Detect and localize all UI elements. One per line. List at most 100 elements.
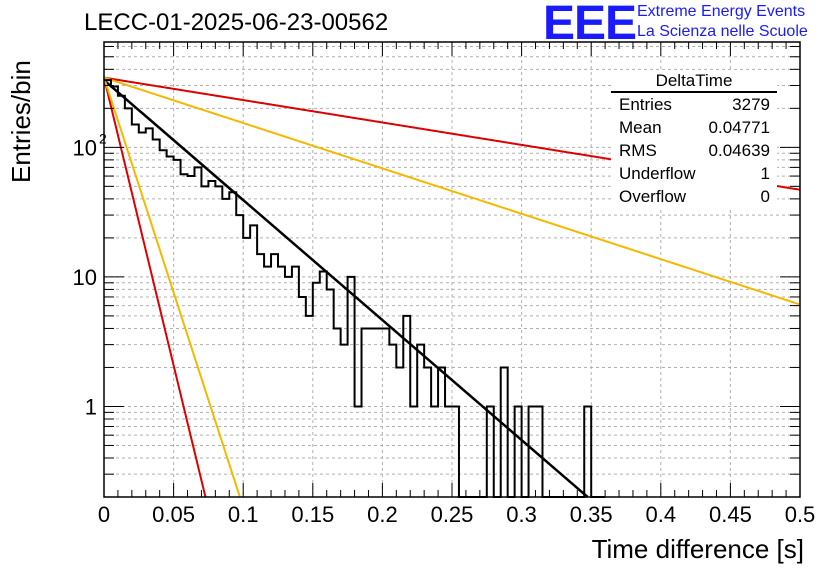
stats-row-underflow: Underflow 1 (611, 162, 777, 185)
x-tick-label: 0.1 (228, 502, 259, 527)
histogram-bin (236, 215, 243, 497)
histogram-bin (396, 367, 403, 497)
stats-label: RMS (619, 141, 657, 160)
histogram-bin (250, 225, 257, 497)
histogram-bin (167, 156, 174, 497)
y-axis-label: Entries/bin (6, 60, 36, 183)
stats-value: 0.04639 (708, 141, 770, 160)
histogram-bin (320, 272, 327, 497)
histogram-bin (125, 108, 132, 497)
histogram-bin (243, 238, 250, 497)
histogram-bin (208, 181, 215, 497)
stats-value: 1 (760, 164, 770, 183)
tick-labels: 0 0.05 0.1 0.15 0.2 0.25 0.3 0.35 0.4 0.45 0.51101… (73, 130, 816, 527)
x-tick-label: 0.05 (152, 502, 195, 527)
x-tick-label: 0.5 (785, 502, 816, 527)
histogram-bin (529, 406, 536, 497)
histogram-bin (181, 174, 188, 497)
stats-box: DeltaTime Entries 3279 Mean 0.04771 RMS 0.0… (611, 70, 777, 208)
stats-row-mean: Mean 0.04771 (611, 116, 777, 139)
x-tick-label: 0.25 (431, 502, 474, 527)
stats-row-overflow: Overflow 0 (611, 185, 777, 208)
stats-value: 0.04771 (708, 118, 770, 137)
histogram-bin (160, 150, 167, 497)
stats-title: DeltaTime (611, 70, 777, 93)
grid-lines (104, 42, 800, 498)
stats-label: Entries (619, 95, 672, 114)
histogram-bin (368, 328, 375, 497)
fit-curve (103, 77, 207, 498)
histogram-bin (257, 254, 264, 497)
histogram-bin (188, 176, 195, 497)
x-tick-label: 0.2 (367, 502, 398, 527)
fit-curve (103, 77, 241, 498)
stats-value: 0 (760, 187, 770, 206)
eee-logo: EEE (543, 0, 637, 50)
histogram-outline (104, 79, 606, 498)
x-tick-label: 0.45 (709, 502, 752, 527)
fit-curve (103, 76, 801, 306)
histogram-bin (536, 406, 543, 497)
histogram-bin (445, 406, 452, 497)
axis-ticks (103, 42, 801, 498)
histogram-bin (487, 406, 494, 497)
histogram-bin (299, 297, 306, 497)
histogram-bin (355, 406, 362, 497)
x-tick-label: 0.35 (570, 502, 613, 527)
stats-value: 3279 (732, 95, 770, 114)
logo-line-1: Extreme Energy Events (637, 3, 806, 20)
y-tick-exponent: 2 (99, 130, 107, 146)
x-tick-label: 0.4 (646, 502, 677, 527)
histogram-bin (132, 125, 139, 497)
histogram-bin (501, 367, 508, 497)
histogram-bin (348, 277, 355, 497)
histogram-bin (146, 128, 153, 497)
histogram-bin (515, 406, 522, 497)
histogram-bin (417, 345, 424, 497)
histogram-bin (424, 367, 431, 497)
x-tick-label: 0 (98, 502, 110, 527)
histogram-bin (139, 133, 146, 497)
histogram-bin (452, 406, 459, 497)
y-tick-label: 10 (73, 265, 97, 290)
histogram-bin (362, 328, 369, 497)
stats-label: Underflow (619, 164, 696, 183)
histogram-bin (382, 328, 389, 497)
histogram-bin (327, 289, 334, 497)
x-tick-label: 0.15 (291, 502, 334, 527)
chart-title: LECC-01-2025-06-23-00562 (84, 9, 389, 36)
histogram-bin (153, 139, 160, 497)
histogram-bin (375, 328, 382, 497)
histogram-bin (278, 267, 285, 497)
histogram-bin (201, 186, 208, 497)
y-tick-label: 10 (73, 135, 97, 160)
histogram-bin (306, 316, 313, 497)
histogram-bin (403, 316, 410, 497)
histogram-bin (389, 345, 396, 497)
histogram-bin (292, 267, 299, 497)
histogram-bin (313, 283, 320, 497)
stats-row-rms: RMS 0.04639 (611, 139, 777, 162)
histogram-bin (271, 254, 278, 497)
x-axis-label: Time difference [s] (591, 534, 804, 564)
stats-label: Mean (619, 118, 662, 137)
histogram-bin (334, 328, 341, 497)
histogram-bin (341, 345, 348, 497)
histogram-bin (222, 199, 229, 497)
histogram-bin (431, 406, 438, 497)
y-tick-label: 1 (85, 394, 97, 419)
histogram-bin (118, 96, 125, 497)
histogram (104, 79, 606, 498)
histogram-bin (194, 167, 201, 497)
histogram-bin (285, 277, 292, 497)
histogram-bin (264, 267, 271, 497)
stats-row-entries: Entries 3279 (611, 93, 777, 116)
histogram-bin (584, 406, 591, 497)
stats-label: Overflow (619, 187, 687, 206)
histogram-bin (438, 367, 445, 497)
x-tick-label: 0.3 (506, 502, 537, 527)
histogram-bin (410, 406, 417, 497)
logo-line-2: La Scienza nelle Scuole (637, 23, 808, 40)
histogram-bin (174, 160, 181, 497)
histogram-bin (215, 186, 222, 497)
